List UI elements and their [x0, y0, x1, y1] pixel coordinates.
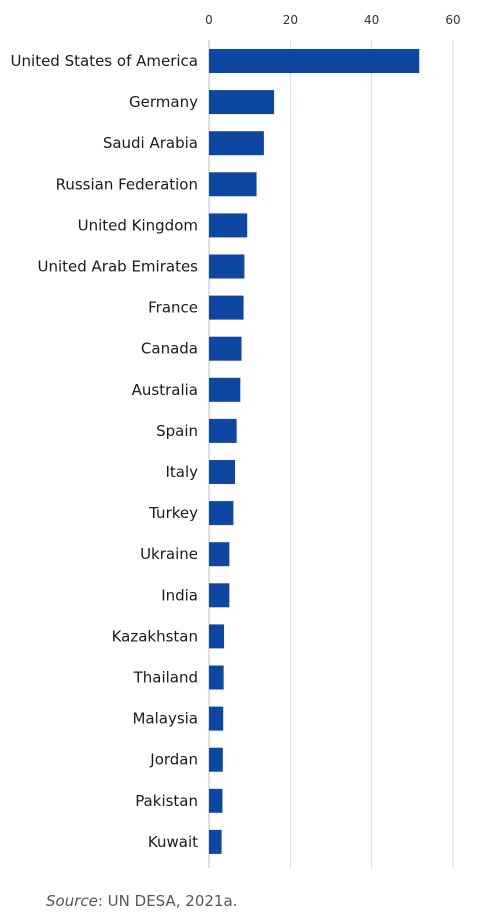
x-tick-label: 20: [283, 13, 298, 27]
category-label: Italy: [165, 463, 198, 481]
bar: [209, 377, 241, 402]
bar: [209, 747, 223, 772]
category-label: United Kingdom: [78, 216, 198, 234]
bar: [209, 501, 234, 526]
bar: [209, 90, 275, 115]
category-label: Kuwait: [148, 833, 198, 851]
category-label: France: [148, 299, 198, 317]
category-label: Germany: [129, 93, 198, 111]
category-label: Ukraine: [140, 545, 198, 563]
category-label: India: [161, 586, 198, 604]
bar: [209, 295, 244, 320]
bars: [209, 49, 420, 854]
grid-lines: [208, 40, 454, 868]
category-label: Canada: [141, 340, 198, 358]
category-label: Saudi Arabia: [103, 134, 198, 152]
bar: [209, 172, 257, 197]
category-label: Pakistan: [135, 792, 198, 810]
source-label: Source: [46, 892, 98, 910]
x-axis-ticks: 0 20 40 60: [205, 13, 460, 27]
category-label: Thailand: [133, 669, 198, 687]
bar: [209, 131, 264, 156]
bar: [209, 418, 237, 443]
bar: [209, 706, 224, 731]
bar: [209, 829, 222, 854]
category-label: Jordan: [149, 751, 198, 769]
bar: [209, 788, 223, 813]
bar: [209, 49, 420, 73]
bar: [209, 624, 225, 649]
category-label: Kazakhstan: [112, 627, 198, 645]
source-note: Source: UN DESA, 2021a.: [46, 892, 237, 910]
x-tick-label: 60: [445, 13, 460, 27]
x-tick-label: 40: [364, 13, 379, 27]
bar: [209, 460, 236, 484]
category-label: Turkey: [148, 504, 198, 522]
category-label: United States of America: [11, 52, 198, 70]
category-label: Malaysia: [132, 710, 198, 728]
category-labels: United States of America Germany Saudi Ara…: [11, 52, 199, 851]
category-label: Spain: [156, 422, 198, 440]
bar: [209, 665, 224, 690]
category-label: United Arab Emirates: [37, 258, 198, 276]
bar: [209, 583, 230, 608]
category-label: Australia: [132, 381, 198, 399]
bar: [209, 336, 242, 361]
category-label: Russian Federation: [56, 175, 198, 193]
x-tick-label: 0: [205, 13, 213, 27]
source-text: : UN DESA, 2021a.: [97, 892, 238, 910]
bar: [209, 254, 245, 279]
bar: [209, 542, 230, 567]
bar: [209, 213, 248, 238]
